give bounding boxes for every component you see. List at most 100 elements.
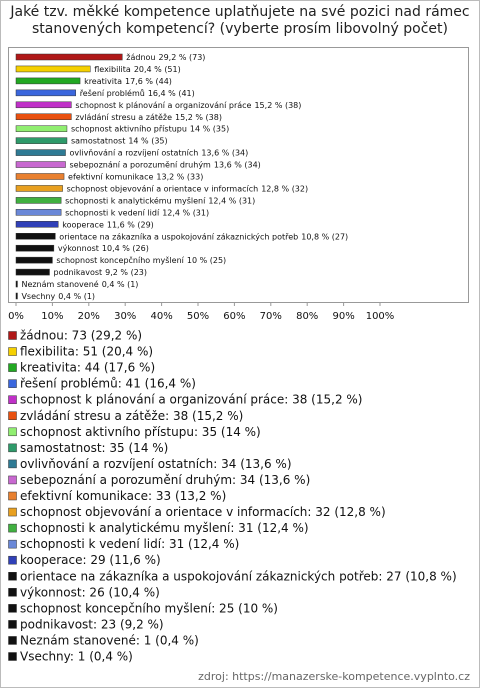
value-label: 10,4 % (26) — [102, 244, 149, 253]
value-label: 13,2 % (33) — [156, 172, 203, 181]
bar — [15, 89, 76, 97]
legend-swatch — [8, 604, 17, 613]
legend-label: samostatnost: 35 (14 %) — [20, 441, 168, 455]
legend-swatch — [8, 395, 17, 404]
value-label: 15,2 % (38) — [254, 100, 301, 109]
legend-label: efektivní komunikace: 33 (13,2 %) — [20, 489, 226, 503]
chart-title: Jaké tzv. měkké kompetence uplatňujete n… — [10, 4, 470, 37]
bar — [15, 185, 63, 192]
x-tick-label: 20% — [78, 311, 100, 322]
bar-label: samostatnost 14 % (35) — [71, 136, 168, 145]
bar-category: schopnost aktivního přístupu — [71, 124, 187, 133]
value-label: 15,2 % (38) — [175, 112, 222, 121]
legend-label: orientace na zákazníka a uspokojování zá… — [20, 569, 457, 583]
legend-swatch — [8, 572, 17, 581]
value-label: 0,4 % (1) — [58, 292, 95, 301]
x-tick-label: 100% — [366, 311, 395, 322]
bar-category: Vsechny — [21, 292, 55, 301]
legend-swatch — [8, 523, 17, 533]
bar-category: schopnosti k vedení lidí — [65, 208, 160, 217]
legend-swatch — [8, 363, 17, 372]
legend-swatch — [8, 427, 17, 437]
x-tick-label: 90% — [332, 311, 354, 322]
legend-swatch — [8, 443, 17, 453]
source: zdroj: https://manazerske-kompetence.vyp… — [198, 670, 470, 683]
legend-label: sebepoznání a porozumění druhým: 34 (13,… — [20, 473, 310, 487]
x-tick-label: 80% — [296, 311, 318, 322]
bar-category: žádnou — [126, 53, 155, 62]
legend-label: žádnou: 73 (29,2 %) — [20, 329, 142, 343]
bar-label: zvládání stresu a zátěže 15,2 % (38) — [75, 112, 222, 121]
value-label: 13,6 % (34) — [214, 160, 261, 169]
bar — [15, 101, 72, 109]
x-tick-label: 40% — [150, 311, 172, 322]
bar — [15, 125, 68, 132]
bar — [15, 149, 66, 156]
bar-label: výkonnost 10,4 % (26) — [58, 244, 149, 253]
legend-label: Vsechny: 1 (0,4 %) — [20, 650, 133, 664]
bar-category: schopnost objevování a orientace v infor… — [67, 184, 259, 193]
bar-category: samostatnost — [71, 136, 125, 145]
bar — [15, 137, 68, 144]
bar — [15, 77, 81, 85]
legend-swatch — [8, 379, 17, 388]
x-tick-label: 60% — [223, 311, 245, 322]
bar-label: schopnost koncepčního myšlení 10 % (25) — [56, 255, 226, 265]
legend-swatch — [8, 636, 17, 645]
bar — [15, 268, 50, 276]
legend-swatch — [8, 459, 17, 469]
bar-label: schopnosti k vedení lidí 12,4 % (31) — [65, 208, 209, 217]
legend-label: řešení problémů: 41 (16,4 %) — [20, 377, 196, 391]
bar — [15, 209, 62, 216]
bar-label: schopnosti k analytickému myšlení 12,4 % … — [65, 195, 255, 205]
bar — [15, 256, 53, 264]
bar-category: schopnost k plánování a organizování prá… — [75, 100, 251, 109]
legend-label: zvládání stresu a zátěže: 38 (15,2 %) — [20, 409, 243, 423]
x-tick-label: 10% — [41, 311, 63, 322]
bar-category: sebepoznání a porozumění druhým — [70, 160, 212, 169]
value-label: 20,4 % (51) — [134, 64, 181, 73]
bar-label: schopnost k plánování a organizování prá… — [75, 100, 301, 109]
bar-label: podnikavost 9,2 % (23) — [53, 268, 147, 277]
bar-category: efektivní komunikace — [68, 172, 153, 181]
bar-label: sebepoznání a porozumění druhým 13,6 % (3… — [70, 160, 261, 169]
bar — [15, 161, 66, 168]
value-label: 14 % (35) — [128, 136, 167, 145]
bar — [15, 197, 62, 204]
value-label: 17,6 % (44) — [125, 76, 172, 85]
plot-area — [8, 47, 469, 303]
bar-label: efektivní komunikace 13,2 % (33) — [68, 172, 203, 181]
bar-category: flexibilita — [94, 64, 131, 73]
legend-label: ovlivňování a rozvíjení ostatních: 34 (1… — [20, 457, 292, 471]
bar-label: Vsechny 0,4 % (1) — [21, 292, 95, 301]
bar-category: schopnosti k analytickému myšlení — [65, 195, 206, 205]
value-label: 11,6 % (29) — [107, 220, 154, 229]
bar-category: schopnost koncepčního myšlení — [56, 255, 184, 265]
bar-label: flexibilita 20,4 % (51) — [94, 64, 180, 73]
bar — [15, 173, 65, 180]
bar-category: výkonnost — [58, 244, 99, 253]
bar-category: orientace na zákazníka a uspokojování zá… — [59, 232, 298, 241]
bar-label: orientace na zákazníka a uspokojování zá… — [59, 232, 348, 241]
legend-swatch — [8, 331, 17, 340]
x-tick-label: 50% — [187, 311, 209, 322]
value-label: 12,4 % (31) — [208, 196, 255, 205]
x-tick-label: 0% — [8, 311, 24, 322]
value-label: 12,4 % (31) — [162, 208, 209, 217]
value-label: 13,6 % (34) — [201, 148, 248, 157]
bar — [15, 244, 55, 252]
bar — [15, 292, 18, 300]
value-label: 0,4 % (1) — [102, 280, 139, 289]
legend-swatch — [8, 411, 17, 420]
bar-label: kooperace 11,6 % (29) — [62, 220, 154, 229]
legend-label: podnikavost: 23 (9,2 %) — [20, 617, 164, 631]
legend-swatch — [8, 347, 17, 356]
legend-label: schopnosti k analytickému myšlení: 31 (1… — [20, 521, 309, 535]
bar-category: řešení problémů — [80, 87, 145, 97]
value-label: 29,2 % (73) — [159, 53, 206, 62]
bar-category: podnikavost — [53, 268, 102, 277]
value-label: 10 % (25) — [187, 256, 226, 265]
bar-label: schopnost objevování a orientace v infor… — [67, 184, 309, 193]
